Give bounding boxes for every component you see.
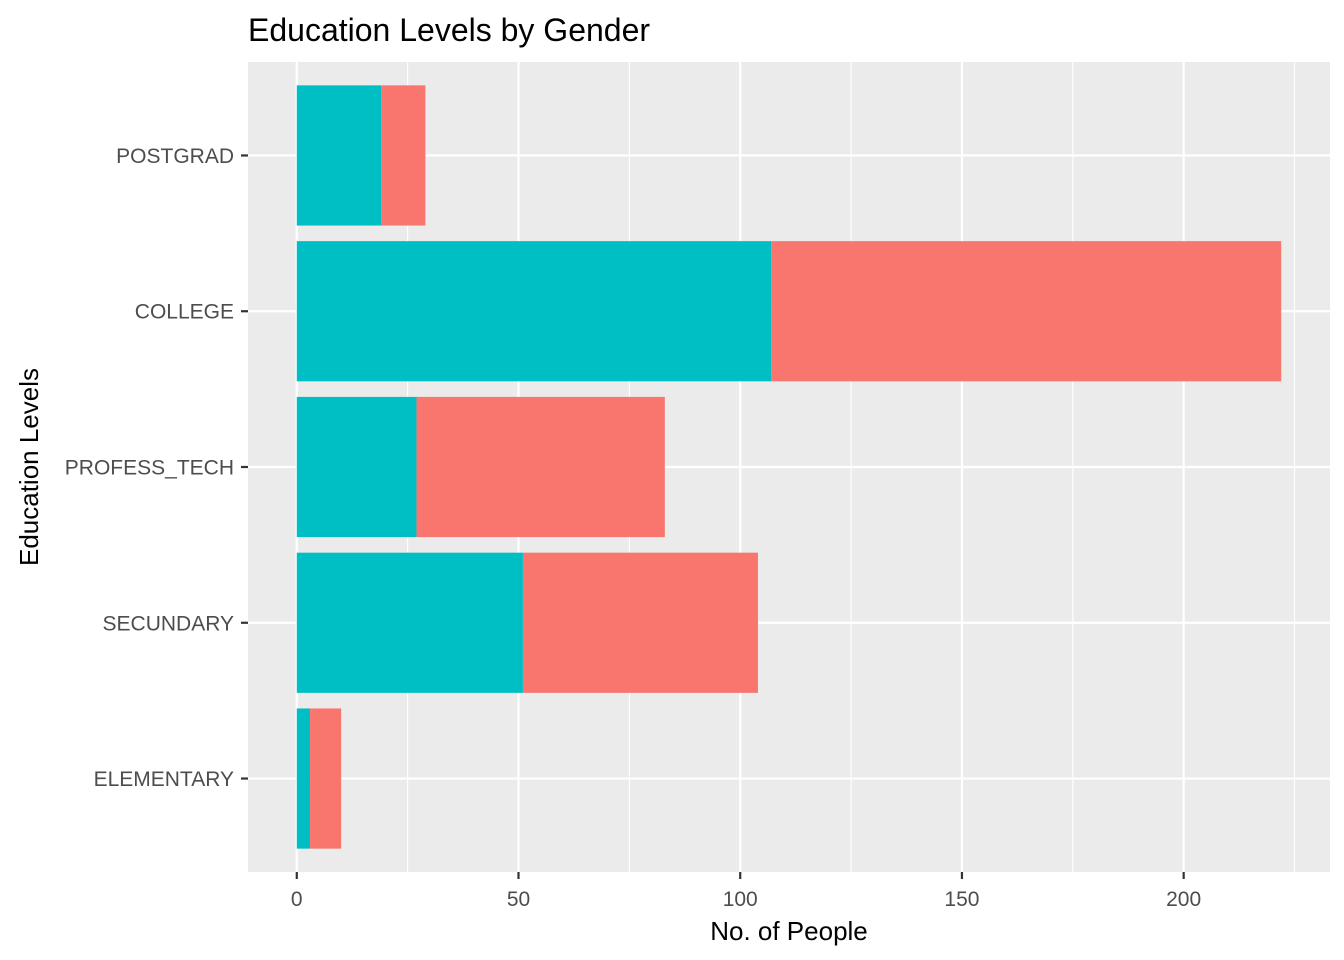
y-tick-label: COLLEGE bbox=[135, 301, 234, 324]
bar-elementary-series-1 bbox=[296, 708, 311, 849]
y-axis: ELEMENTARY SECUNDARY PROFESS_TECH COLLEGE PO… bbox=[65, 145, 248, 791]
x-tick-label: 100 bbox=[723, 888, 758, 911]
x-tick-label: 150 bbox=[944, 888, 979, 911]
y-tick-label: POSTGRAD bbox=[116, 145, 234, 168]
chart-title: Education Levels by Gender bbox=[248, 12, 650, 48]
y-tick-label: PROFESS_TECH bbox=[65, 457, 234, 480]
bar-elementary-series-2 bbox=[310, 708, 342, 849]
x-tick-label: 50 bbox=[507, 888, 530, 911]
x-tick-label: 0 bbox=[291, 888, 303, 911]
x-axis-title: No. of People bbox=[710, 916, 868, 946]
bars bbox=[296, 85, 1282, 849]
x-axis: 0 50 100 150 200 bbox=[291, 872, 1201, 911]
y-tick-label: ELEMENTARY bbox=[94, 768, 234, 791]
bar-college-series-1 bbox=[296, 241, 772, 382]
bar-postgrad-series-2 bbox=[381, 85, 426, 226]
bar-postgrad-series-1 bbox=[296, 85, 382, 226]
bar-profess-tech-series-1 bbox=[296, 396, 417, 538]
bar-secundary-series-1 bbox=[296, 552, 523, 693]
x-tick-label: 200 bbox=[1166, 888, 1201, 911]
bar-profess-tech-series-2 bbox=[416, 396, 665, 538]
y-axis-title: Education Levels bbox=[14, 368, 44, 566]
y-tick-label: SECUNDARY bbox=[103, 612, 234, 635]
bar-college-series-2 bbox=[771, 241, 1282, 382]
bar-secundary-series-2 bbox=[522, 552, 758, 693]
